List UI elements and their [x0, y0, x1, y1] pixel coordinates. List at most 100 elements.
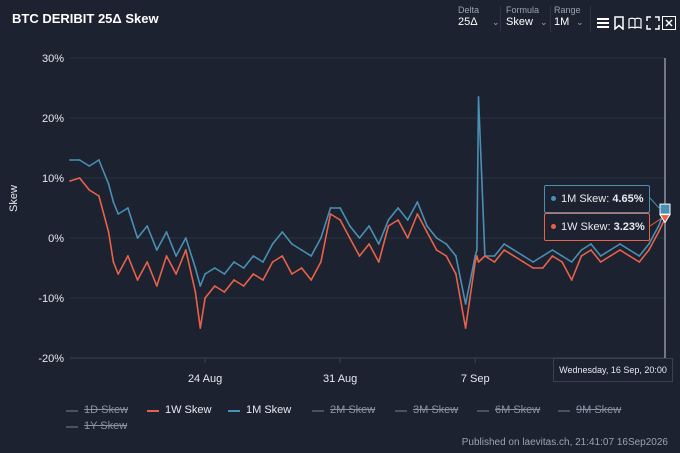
1w-skew-point	[155, 285, 158, 287]
book-icon[interactable]	[628, 16, 642, 30]
1w-skew-point	[281, 255, 284, 257]
legend-label: 3M Skew	[413, 404, 459, 416]
1w-skew-point	[477, 261, 480, 263]
1m-skew-point	[204, 273, 206, 275]
1w-skew-point	[435, 249, 438, 251]
1w-skew-point	[561, 261, 563, 263]
1w-skew-point	[628, 255, 631, 257]
1w-skew-point	[117, 273, 120, 275]
1m-skew-point	[242, 267, 245, 269]
1m-skew-point	[416, 201, 419, 203]
y-tick-label: 30%	[42, 53, 64, 65]
tooltip-1w-value: 3.23%	[613, 221, 645, 233]
1m-skew-point	[445, 243, 448, 245]
y-tick-label: 0%	[48, 233, 64, 245]
1w-skew-point	[570, 279, 573, 281]
1m-skew-point	[271, 243, 274, 245]
1w-skew-point	[175, 273, 178, 275]
delta-value: 25Δ	[458, 16, 478, 28]
1w-skew-point	[300, 267, 303, 269]
1w-skew-point	[503, 249, 506, 251]
menu-icon[interactable]	[596, 16, 610, 30]
footer-published: Published on laevitas.ch, 21:41:07 16Sep…	[461, 437, 668, 448]
chevron-down-icon: ⌄	[492, 17, 500, 27]
1w-skew-point	[512, 255, 515, 257]
1w-skew-point	[146, 261, 149, 263]
hover-markers	[649, 197, 671, 227]
legend-swatch	[228, 410, 240, 412]
delta-select[interactable]: Delta 25Δ ⌄	[458, 4, 500, 34]
tooltip-1m-dot	[551, 196, 556, 201]
1m-skew-point	[464, 303, 467, 305]
1m-skew-hover-marker	[659, 203, 671, 215]
legend-label: 1M Skew	[246, 404, 292, 416]
range-select[interactable]: Range 1M ⌄	[554, 4, 590, 34]
1m-skew-point	[78, 159, 81, 161]
ylabel: Skew	[8, 185, 20, 212]
legend-label: 2M Skew	[330, 404, 376, 416]
1w-skew-point	[609, 255, 612, 257]
1w-skew-point	[126, 255, 129, 257]
1w-skew-point	[551, 255, 554, 257]
1w-skew-point	[406, 237, 409, 239]
series-lines	[69, 96, 666, 329]
1w-skew-point	[426, 231, 428, 233]
1w-skew-point	[78, 177, 81, 179]
1m-skew-point	[638, 255, 641, 257]
1w-skew-point	[445, 255, 448, 257]
1m-skew-point	[657, 225, 660, 227]
1w-skew-point	[455, 273, 457, 275]
1m-skew-point	[435, 237, 438, 239]
1m-skew-point	[377, 243, 380, 245]
1m-skew-point	[194, 267, 197, 269]
1m-skew-point	[199, 285, 202, 287]
1m-skew-point	[319, 237, 322, 239]
1m-skew-point	[107, 183, 110, 185]
1w-skew-point	[310, 279, 313, 281]
1m-skew-point	[599, 255, 602, 257]
close-icon[interactable]	[662, 16, 676, 30]
tooltip: 1M Skew: 4.65% 1W Skew: 3.23%	[544, 185, 650, 241]
1m-skew-point	[475, 249, 478, 251]
fullscreen-icon[interactable]	[646, 16, 660, 30]
1w-skew-point	[474, 261, 477, 263]
1m-skew-point	[88, 165, 91, 167]
1m-skew-point	[339, 207, 342, 209]
1w-skew-point	[112, 261, 115, 263]
1w-skew-point	[242, 285, 245, 287]
tooltip-1w-connector	[649, 218, 662, 227]
legend-swatch	[558, 410, 570, 412]
legend-label: 1Y Skew	[84, 420, 128, 432]
tooltip-1m-row: 1M Skew: 4.65%	[544, 185, 650, 213]
1w-skew-point	[657, 231, 660, 233]
1m-skew-point	[368, 225, 371, 227]
1w-skew-point	[599, 261, 602, 263]
tooltip-1m-label: 1M Skew:	[561, 193, 613, 205]
1m-skew-point	[69, 159, 71, 161]
1m-skew-point	[426, 225, 428, 227]
1m-skew-point	[570, 261, 573, 263]
1m-skew-point	[165, 231, 168, 233]
1m-skew-point	[512, 249, 515, 251]
1m-skew-point	[98, 159, 100, 161]
1w-skew-point	[416, 213, 419, 215]
tooltip-date: Wednesday, 16 Sep, 20:00	[553, 358, 673, 382]
1w-skew-point	[98, 195, 100, 197]
delta-label: Delta	[458, 5, 480, 15]
formula-select[interactable]: Formula Skew ⌄	[506, 4, 548, 34]
1m-skew-point	[155, 249, 158, 251]
bookmark-icon[interactable]	[612, 16, 626, 30]
1w-skew-point	[165, 255, 168, 257]
1m-skew-point	[126, 207, 129, 209]
1w-skew-point	[204, 297, 206, 299]
1w-skew-point	[648, 249, 650, 251]
1m-skew-point	[358, 237, 361, 239]
1m-skew-point	[281, 231, 284, 233]
1w-skew-point	[541, 267, 544, 269]
1m-skew-point	[397, 207, 399, 209]
1w-skew-point	[329, 213, 332, 215]
y-tick-label: 10%	[42, 173, 64, 185]
legend-label: 1D Skew	[84, 404, 129, 416]
1m-skew-point	[291, 243, 293, 245]
1m-skew-point	[213, 267, 216, 269]
